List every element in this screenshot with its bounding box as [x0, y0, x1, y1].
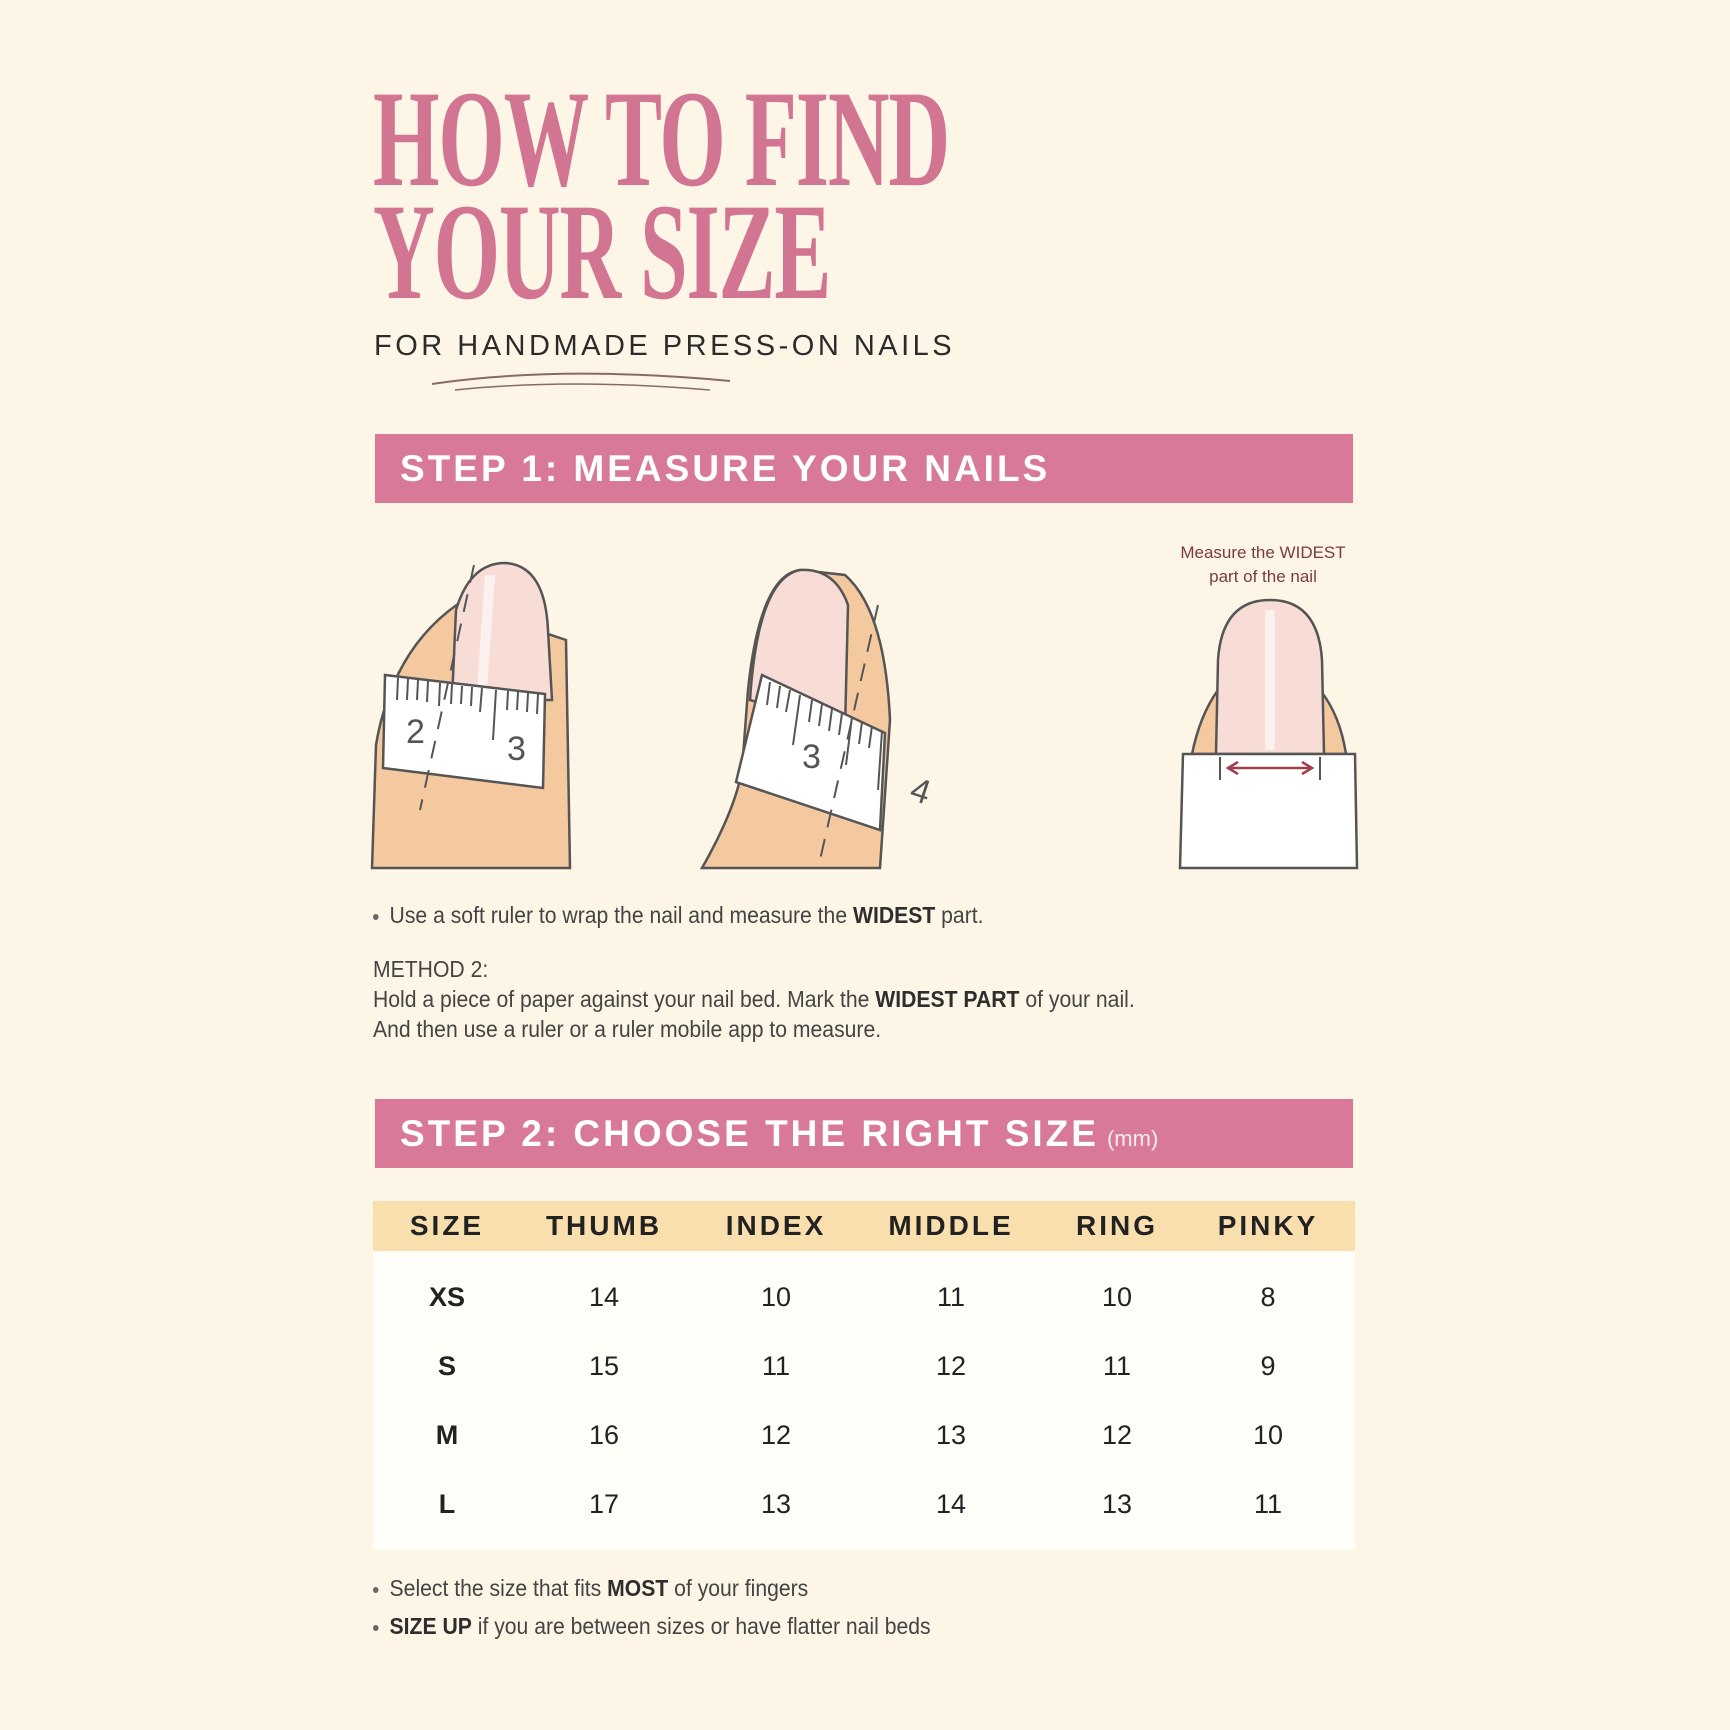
size-label: S: [437, 1351, 456, 1381]
size-table: SIZE THUMB INDEX MIDDLE RING PINKY XS 14 10 11 10…: [373, 1201, 1355, 1550]
bold-text: SIZE UP: [389, 1613, 472, 1639]
paper-measure-illustration: [1178, 598, 1359, 870]
column-header-index: INDEX: [725, 1210, 827, 1241]
bold-text: WIDEST PART: [875, 986, 1020, 1012]
finger-wrap-illustration-1: [370, 561, 572, 870]
table-cell: 14: [588, 1282, 620, 1312]
swoosh-underline: [431, 372, 731, 391]
bold-text: WIDEST: [852, 902, 936, 928]
table-cell: 16: [588, 1420, 620, 1450]
text: Select the size that fits: [389, 1575, 608, 1601]
table-cell: 12: [1101, 1420, 1133, 1450]
step1-heading: STEP 1: MEASURE YOUR NAILS: [375, 434, 1353, 503]
ruler1-number-a: 2: [406, 713, 425, 751]
table-cell: 13: [1101, 1489, 1133, 1519]
unit-label: (mm): [1106, 1126, 1159, 1151]
table-cell: 11: [1253, 1489, 1283, 1519]
bold-text: MOST: [607, 1575, 669, 1601]
size-label: XS: [428, 1282, 466, 1312]
step2-heading-text: STEP 2: CHOOSE THE RIGHT SIZE: [400, 1113, 1099, 1154]
text: Use a soft ruler to wrap the nail and me…: [389, 902, 853, 928]
text: of your fingers: [668, 1575, 809, 1601]
label-line-1: Measure the WIDEST: [1180, 543, 1346, 562]
method2-title: METHOD 2:: [373, 956, 489, 982]
table-cell: 11: [761, 1351, 791, 1381]
ruler2-number-a: 3: [802, 738, 821, 776]
column-header-thumb: THUMB: [545, 1210, 663, 1241]
table-cell: 10: [1252, 1420, 1284, 1450]
finger-wrap-illustration-2: [699, 568, 892, 870]
title-line-2: YOUR SIZE: [373, 175, 831, 328]
step1-heading-text: STEP 1: MEASURE YOUR NAILS: [400, 448, 1051, 489]
table-cell: 10: [760, 1282, 792, 1312]
table-cell: 10: [1101, 1282, 1133, 1312]
table-cell: 15: [588, 1351, 620, 1381]
step1-bullet: Use a soft ruler to wrap the nail and me…: [373, 902, 984, 929]
bullet-dot: [373, 1624, 379, 1631]
method2-line-1: Hold a piece of paper against your nail …: [373, 986, 1135, 1013]
size-label: M: [435, 1420, 459, 1450]
note-1: Select the size that fits MOST of your f…: [373, 1575, 808, 1602]
label-line-2: part of the nail: [1209, 567, 1317, 586]
column-header-size: SIZE: [409, 1210, 485, 1241]
size-label: L: [438, 1489, 456, 1519]
subtitle: FOR HANDMADE PRESS-ON NAILS: [374, 330, 956, 362]
method2-line-2: And then use a ruler or a ruler mobile a…: [373, 1016, 882, 1042]
column-header-ring: RING: [1076, 1210, 1158, 1241]
bullet-dot: [373, 1586, 379, 1593]
table-cell: 11: [936, 1282, 966, 1312]
text: if you are between sizes or have flatter…: [471, 1613, 931, 1639]
ruler1-number-b: 3: [507, 730, 526, 768]
table-cell: 13: [760, 1489, 792, 1519]
bullet-dot: [373, 913, 379, 920]
table-cell: 8: [1260, 1282, 1276, 1312]
step2-heading: STEP 2: CHOOSE THE RIGHT SIZE (mm): [375, 1099, 1353, 1168]
text: Hold a piece of paper against your nail …: [373, 986, 876, 1012]
table-cell: 12: [760, 1420, 792, 1450]
column-header-pinky: PINKY: [1217, 1210, 1319, 1241]
table-cell: 17: [588, 1489, 620, 1519]
text: of your nail.: [1019, 986, 1135, 1012]
title-line-1: HOW TO FIND: [373, 62, 950, 215]
table-cell: 13: [935, 1420, 967, 1450]
table-cell: 9: [1260, 1351, 1276, 1381]
table-header: SIZE THUMB INDEX MIDDLE RING PINKY: [373, 1201, 1355, 1251]
ruler2-number-b: 4: [906, 770, 936, 812]
illustration-label: Measure the WIDEST part of the nail: [1143, 541, 1383, 589]
table-cell: 14: [935, 1489, 967, 1519]
note-2: SIZE UP if you are between sizes or have…: [373, 1613, 931, 1640]
text: part.: [935, 902, 984, 928]
table-cell: 12: [935, 1351, 967, 1381]
table-cell: 11: [1102, 1351, 1132, 1381]
column-header-middle: MIDDLE: [888, 1210, 1014, 1241]
